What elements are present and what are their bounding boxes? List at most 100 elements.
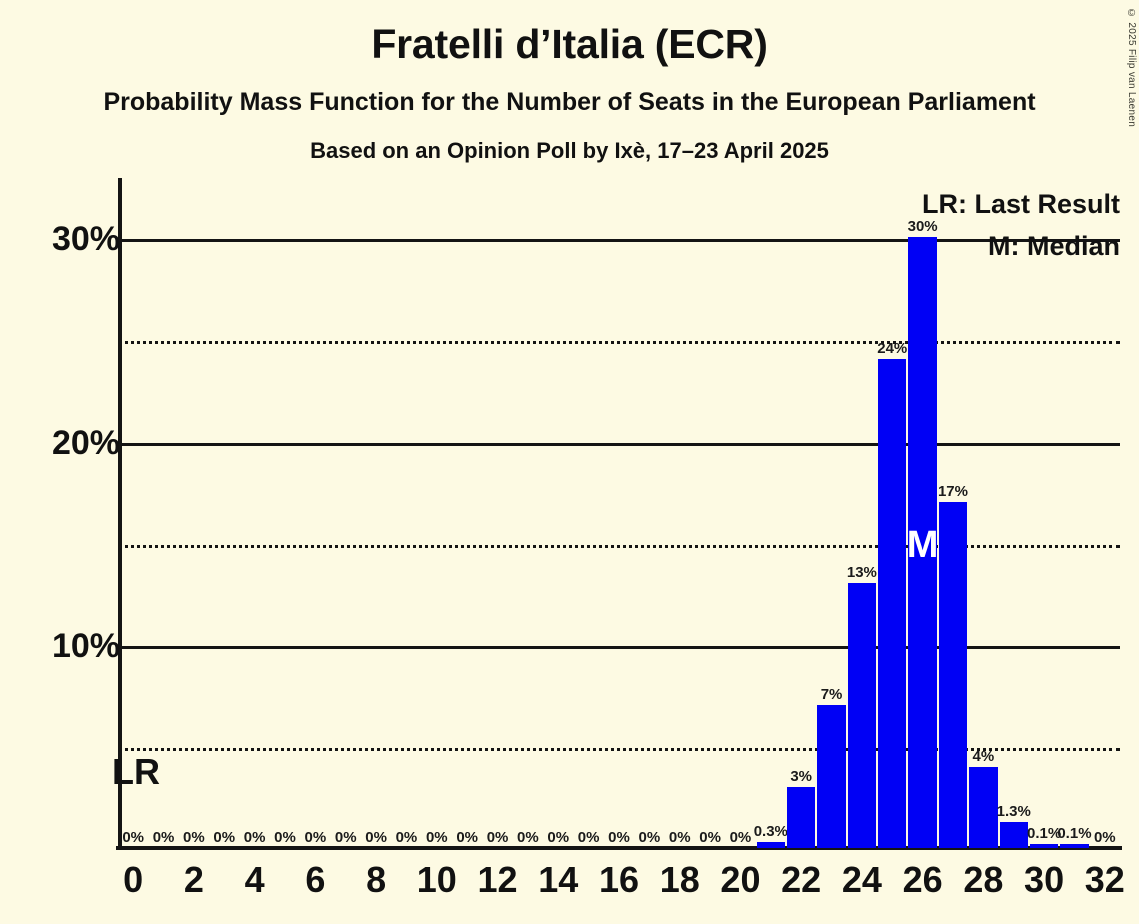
x-axis-label: 10: [416, 859, 457, 900]
bar-value-label: 0%: [425, 829, 448, 846]
bar[interactable]: [969, 766, 998, 848]
gridline-minor: [118, 544, 1120, 548]
bar-value-label: 0%: [668, 829, 691, 846]
bar-slot: 0%: [513, 178, 543, 850]
x-axis-label: 26: [902, 859, 943, 900]
y-axis-line: [118, 178, 122, 850]
chart-source-subtitle: Based on an Opinion Poll by Ixè, 17–23 A…: [310, 138, 829, 163]
bar-slot: 13%: [847, 178, 877, 850]
bar-value-label: 17%: [937, 482, 968, 500]
bar-slot: 0%: [422, 178, 452, 850]
gridline-major: [118, 646, 1120, 650]
bar-slot: 1.3%: [997, 178, 1031, 850]
legend-item-median: M: Median: [988, 230, 1120, 261]
bar-slot: 0.1%: [1026, 178, 1062, 850]
bar-value-label: 13%: [846, 564, 877, 582]
bar-slot: 30% M: [906, 178, 939, 850]
bar-slot: 0%: [695, 178, 725, 850]
bar-slot: 0%: [725, 178, 755, 850]
bar-value-label: 0%: [152, 829, 175, 846]
bar-value-label: 0%: [365, 829, 387, 846]
bar-value-label: 0%: [486, 829, 509, 846]
chart-subtitle: Probability Mass Function for the Number…: [103, 88, 1036, 116]
bar-value-label: 0%: [122, 829, 145, 846]
bar-value-label: 0%: [243, 829, 266, 846]
bar-value-label: 24%: [877, 340, 908, 358]
last-result-marker: LR: [112, 751, 160, 793]
bar-slot: 0%: [665, 178, 695, 850]
bar-value-label: 0%: [183, 829, 205, 846]
gridline-major: [118, 239, 1120, 243]
bar[interactable]: [908, 237, 937, 848]
bar-slot: 0%: [239, 178, 269, 850]
bar-value-label: 0.1%: [1026, 825, 1062, 842]
bar[interactable]: [878, 359, 907, 848]
bar-slot: 7%: [816, 178, 846, 850]
bar-value-label: 0%: [334, 829, 357, 846]
bar-slot: 24%: [877, 178, 907, 850]
x-axis-label: 20: [720, 859, 761, 900]
bar-value-label: 4%: [972, 747, 995, 765]
bar-value-label: 0%: [395, 829, 418, 846]
bar-slot: 0%: [300, 178, 330, 850]
x-axis-label: 14: [538, 859, 579, 900]
median-marker: M: [906, 523, 939, 566]
bar-slot: 0%: [604, 178, 634, 850]
bar[interactable]: [938, 501, 968, 848]
bar[interactable]: [1060, 844, 1089, 848]
x-axis-label: 22: [781, 859, 822, 900]
bar-slot: 0%: [270, 178, 300, 850]
bar-slot: 0.1%: [1057, 178, 1092, 850]
bar[interactable]: [999, 821, 1028, 848]
bar-value-label: 30%: [907, 218, 938, 236]
bar[interactable]: [756, 841, 785, 848]
bar-slot: 0%: [634, 178, 664, 850]
bar-value-label: 0%: [274, 829, 296, 846]
bar-slot: 0%: [1090, 178, 1120, 850]
bar-slot: 0.3%: [753, 178, 788, 850]
bar-slot: 0%: [118, 178, 148, 850]
bar-slot: 3%: [786, 178, 816, 850]
bar-slot: 4%: [968, 178, 998, 850]
x-axis-tick-labels: 0 2 4 6 8 10 12 14 16 18 20 22 24 26 28 30 32: [118, 859, 1125, 918]
bar-slot: 0%: [179, 178, 209, 850]
bar-value-label: 0%: [699, 829, 721, 846]
bar-value-label: 0%: [213, 829, 236, 846]
bar[interactable]: [817, 705, 846, 848]
bar-slot: 0%: [148, 178, 178, 850]
bar[interactable]: [1029, 844, 1059, 848]
x-axis-label: 24: [841, 859, 882, 900]
bar-value-label: 0.1%: [1057, 825, 1092, 842]
bar-slot: 0%: [452, 178, 482, 850]
bar-slot: 0%: [482, 178, 512, 850]
bar[interactable]: [847, 583, 877, 848]
y-axis-label: 30%: [51, 220, 120, 259]
bar-slot: 0%: [361, 178, 391, 850]
bar-value-label: 0.3%: [753, 822, 788, 840]
x-axis-label: 30: [1024, 859, 1065, 900]
x-axis-line: [116, 846, 1122, 850]
bar-value-label: 0%: [1093, 829, 1116, 846]
x-axis-label: 28: [963, 859, 1004, 900]
x-axis-label: 12: [477, 859, 518, 900]
bar-slot: 0%: [543, 178, 573, 850]
x-axis-label: 32: [1084, 859, 1125, 900]
bar-value-label: 0%: [304, 829, 327, 846]
plot-area: 0% 0% 0% 0% 0% 0% 0% 0% 0% 0% 0% 0% 0% 0% 0% 0% 0% 0% 0% 0%…: [116, 178, 1122, 850]
y-axis-label: 20%: [51, 423, 120, 462]
bar[interactable]: [787, 786, 816, 848]
bar-value-label: 0%: [547, 829, 570, 846]
bar-value-label: 0%: [456, 829, 479, 846]
x-axis-label: 16: [598, 859, 640, 900]
bar-value-label: 0%: [638, 829, 661, 846]
bar-value-label: 3%: [790, 767, 813, 785]
gridline-minor: [118, 748, 1120, 752]
copyright-notice: © 2025 Filip van Laenen: [1126, 8, 1137, 128]
bar-value-label: 0%: [729, 829, 752, 846]
bar-slot: 0%: [391, 178, 421, 850]
x-axis-label: 18: [659, 859, 700, 900]
legend-item-last-result: LR: Last Result: [921, 189, 1120, 219]
bar-slot: 17%: [938, 178, 968, 850]
x-axis-label: 2: [183, 859, 204, 900]
